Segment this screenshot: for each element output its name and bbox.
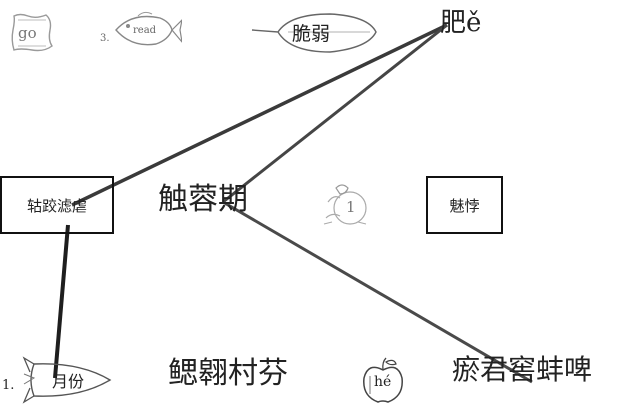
- bottom-center-word: 鳃翱村芬: [168, 356, 288, 391]
- apple-label: hé: [374, 374, 392, 390]
- right-box-label: 魅悖: [449, 196, 480, 215]
- item-number: 3.: [100, 33, 110, 44]
- rocket-icon: [22, 356, 112, 404]
- middle-center-word: 触蓉期: [158, 182, 248, 217]
- word-go: go: [18, 24, 37, 42]
- left-box-label: 轱跤滤虐: [26, 196, 87, 215]
- connector-line: [222, 23, 448, 204]
- sketch-frame-icon: [11, 13, 53, 52]
- right-box: 魅悖: [426, 176, 503, 234]
- connector-line: [222, 200, 533, 384]
- bird-icon: [323, 184, 367, 225]
- rocket-label: 月份: [52, 372, 85, 391]
- connector-line: [53, 224, 70, 379]
- connector-line: [71, 23, 448, 207]
- apple-icon: [363, 357, 403, 403]
- top-right-word: 肥ě: [440, 8, 482, 38]
- leaf-icon: [251, 13, 377, 53]
- word-read: read: [133, 25, 157, 36]
- item-number: 1.: [2, 378, 15, 393]
- fish-icon: [115, 11, 182, 46]
- left-box: 轱跤滤虐: [0, 176, 114, 234]
- bird-number: 1: [346, 198, 356, 216]
- leaf-label: 脆弱: [292, 23, 331, 45]
- bottom-right-word: 瘀君窖蚌啤: [452, 353, 593, 386]
